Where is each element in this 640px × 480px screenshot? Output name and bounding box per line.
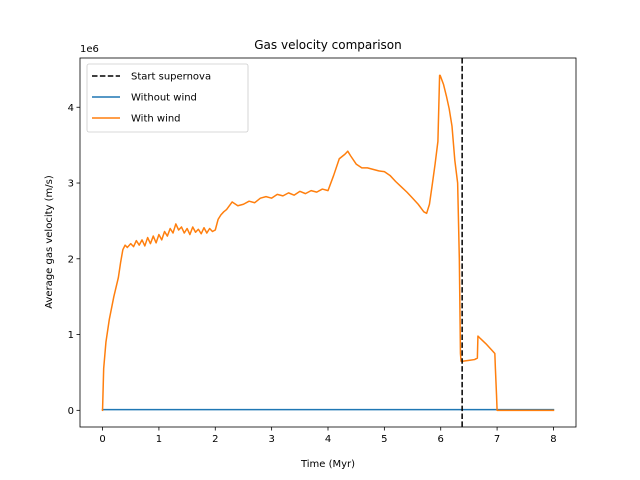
y-tick-label: 4	[68, 103, 74, 114]
y-tick-label: 2	[68, 254, 74, 265]
y-offset-label: 1e6	[80, 44, 99, 55]
series-group	[101, 58, 555, 427]
x-tick-label: 5	[381, 434, 387, 445]
legend-label-without-wind: Without wind	[131, 93, 197, 104]
x-axis-label: Time (Myr)	[300, 459, 355, 470]
chart-title: Gas velocity comparison	[254, 38, 402, 52]
legend-box	[86, 63, 249, 133]
x-tick-label: 8	[550, 434, 556, 445]
x-tick-label: 7	[494, 434, 500, 445]
x-tick-label: 1	[156, 434, 162, 445]
x-tick-label: 4	[325, 434, 331, 445]
y-tick-label: 0	[68, 406, 74, 417]
plot-area: 0 1 2 3 4 5 6 7 8 0 1 2 3 4	[68, 57, 577, 445]
y-tick-label: 1	[68, 330, 74, 341]
x-tick-label: 2	[212, 434, 218, 445]
y-tick-label: 3	[68, 179, 74, 190]
x-tick-label: 6	[438, 434, 444, 445]
x-tick-label: 0	[99, 434, 105, 445]
legend-label-with-wind: With wind	[131, 114, 181, 125]
series-line-with-wind	[101, 74, 555, 412]
y-axis-label: Average gas velocity (m/s)	[44, 175, 55, 309]
legend: Start supernova Without wind With wind	[86, 63, 249, 133]
legend-label-start-supernova: Start supernova	[131, 72, 211, 83]
x-tick-label: 3	[268, 434, 274, 445]
